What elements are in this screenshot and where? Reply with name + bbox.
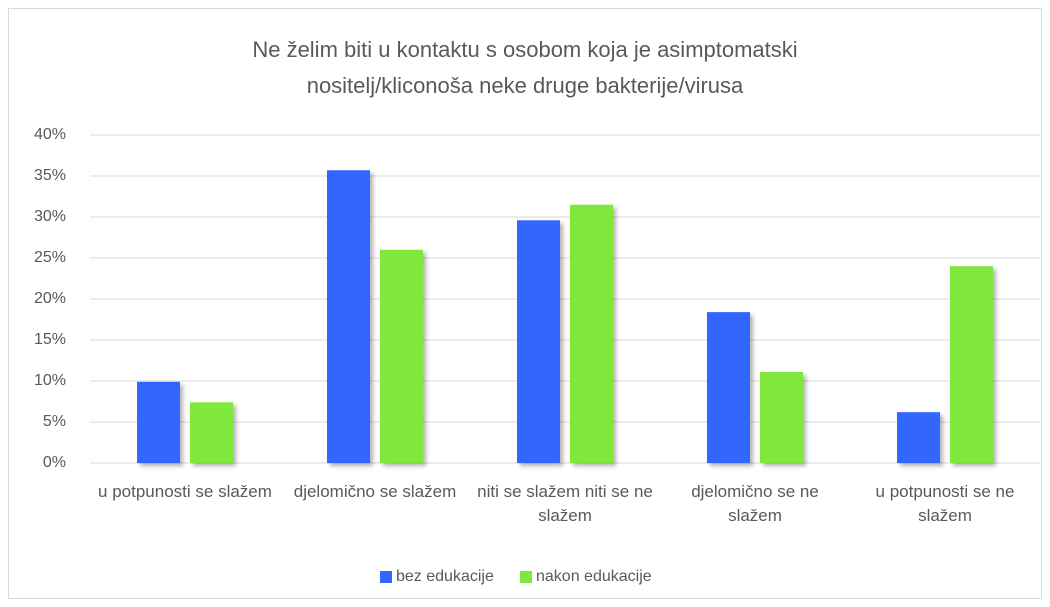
x-tick-label: u potpunosti se ne slažem — [875, 482, 1015, 525]
bar — [380, 249, 423, 463]
legend-label: nakon edukacije — [536, 568, 652, 585]
y-tick-label: 15% — [34, 331, 66, 348]
x-tick-label: djelomično se ne slažem — [691, 482, 819, 525]
x-tick-label: u potpunosti se slažem — [98, 482, 272, 501]
x-tick-label: niti se slažem niti se ne slažem — [477, 482, 653, 525]
y-tick-label: 25% — [34, 249, 66, 266]
bar — [137, 381, 180, 463]
x-tick-label: djelomično se slažem — [293, 482, 457, 501]
bar — [570, 204, 613, 463]
bar — [517, 220, 560, 463]
y-tick-label: 5% — [43, 413, 66, 430]
y-tick-label: 20% — [34, 290, 66, 307]
bar — [190, 402, 233, 463]
legend-label: bez edukacije — [396, 568, 494, 585]
legend-swatch — [380, 571, 392, 583]
chart-title: Ne želim biti u kontaktu s osobom koja j… — [252, 37, 798, 98]
bar — [897, 412, 940, 463]
legend-swatch — [520, 571, 532, 583]
bar — [327, 170, 370, 463]
y-tick-label: 30% — [34, 208, 66, 225]
bar — [707, 312, 750, 463]
y-tick-label: 0% — [43, 454, 66, 471]
y-tick-label: 35% — [34, 167, 66, 184]
bar — [950, 266, 993, 463]
y-tick-label: 40% — [34, 126, 66, 143]
y-tick-label: 10% — [34, 372, 66, 389]
bar — [760, 371, 803, 463]
